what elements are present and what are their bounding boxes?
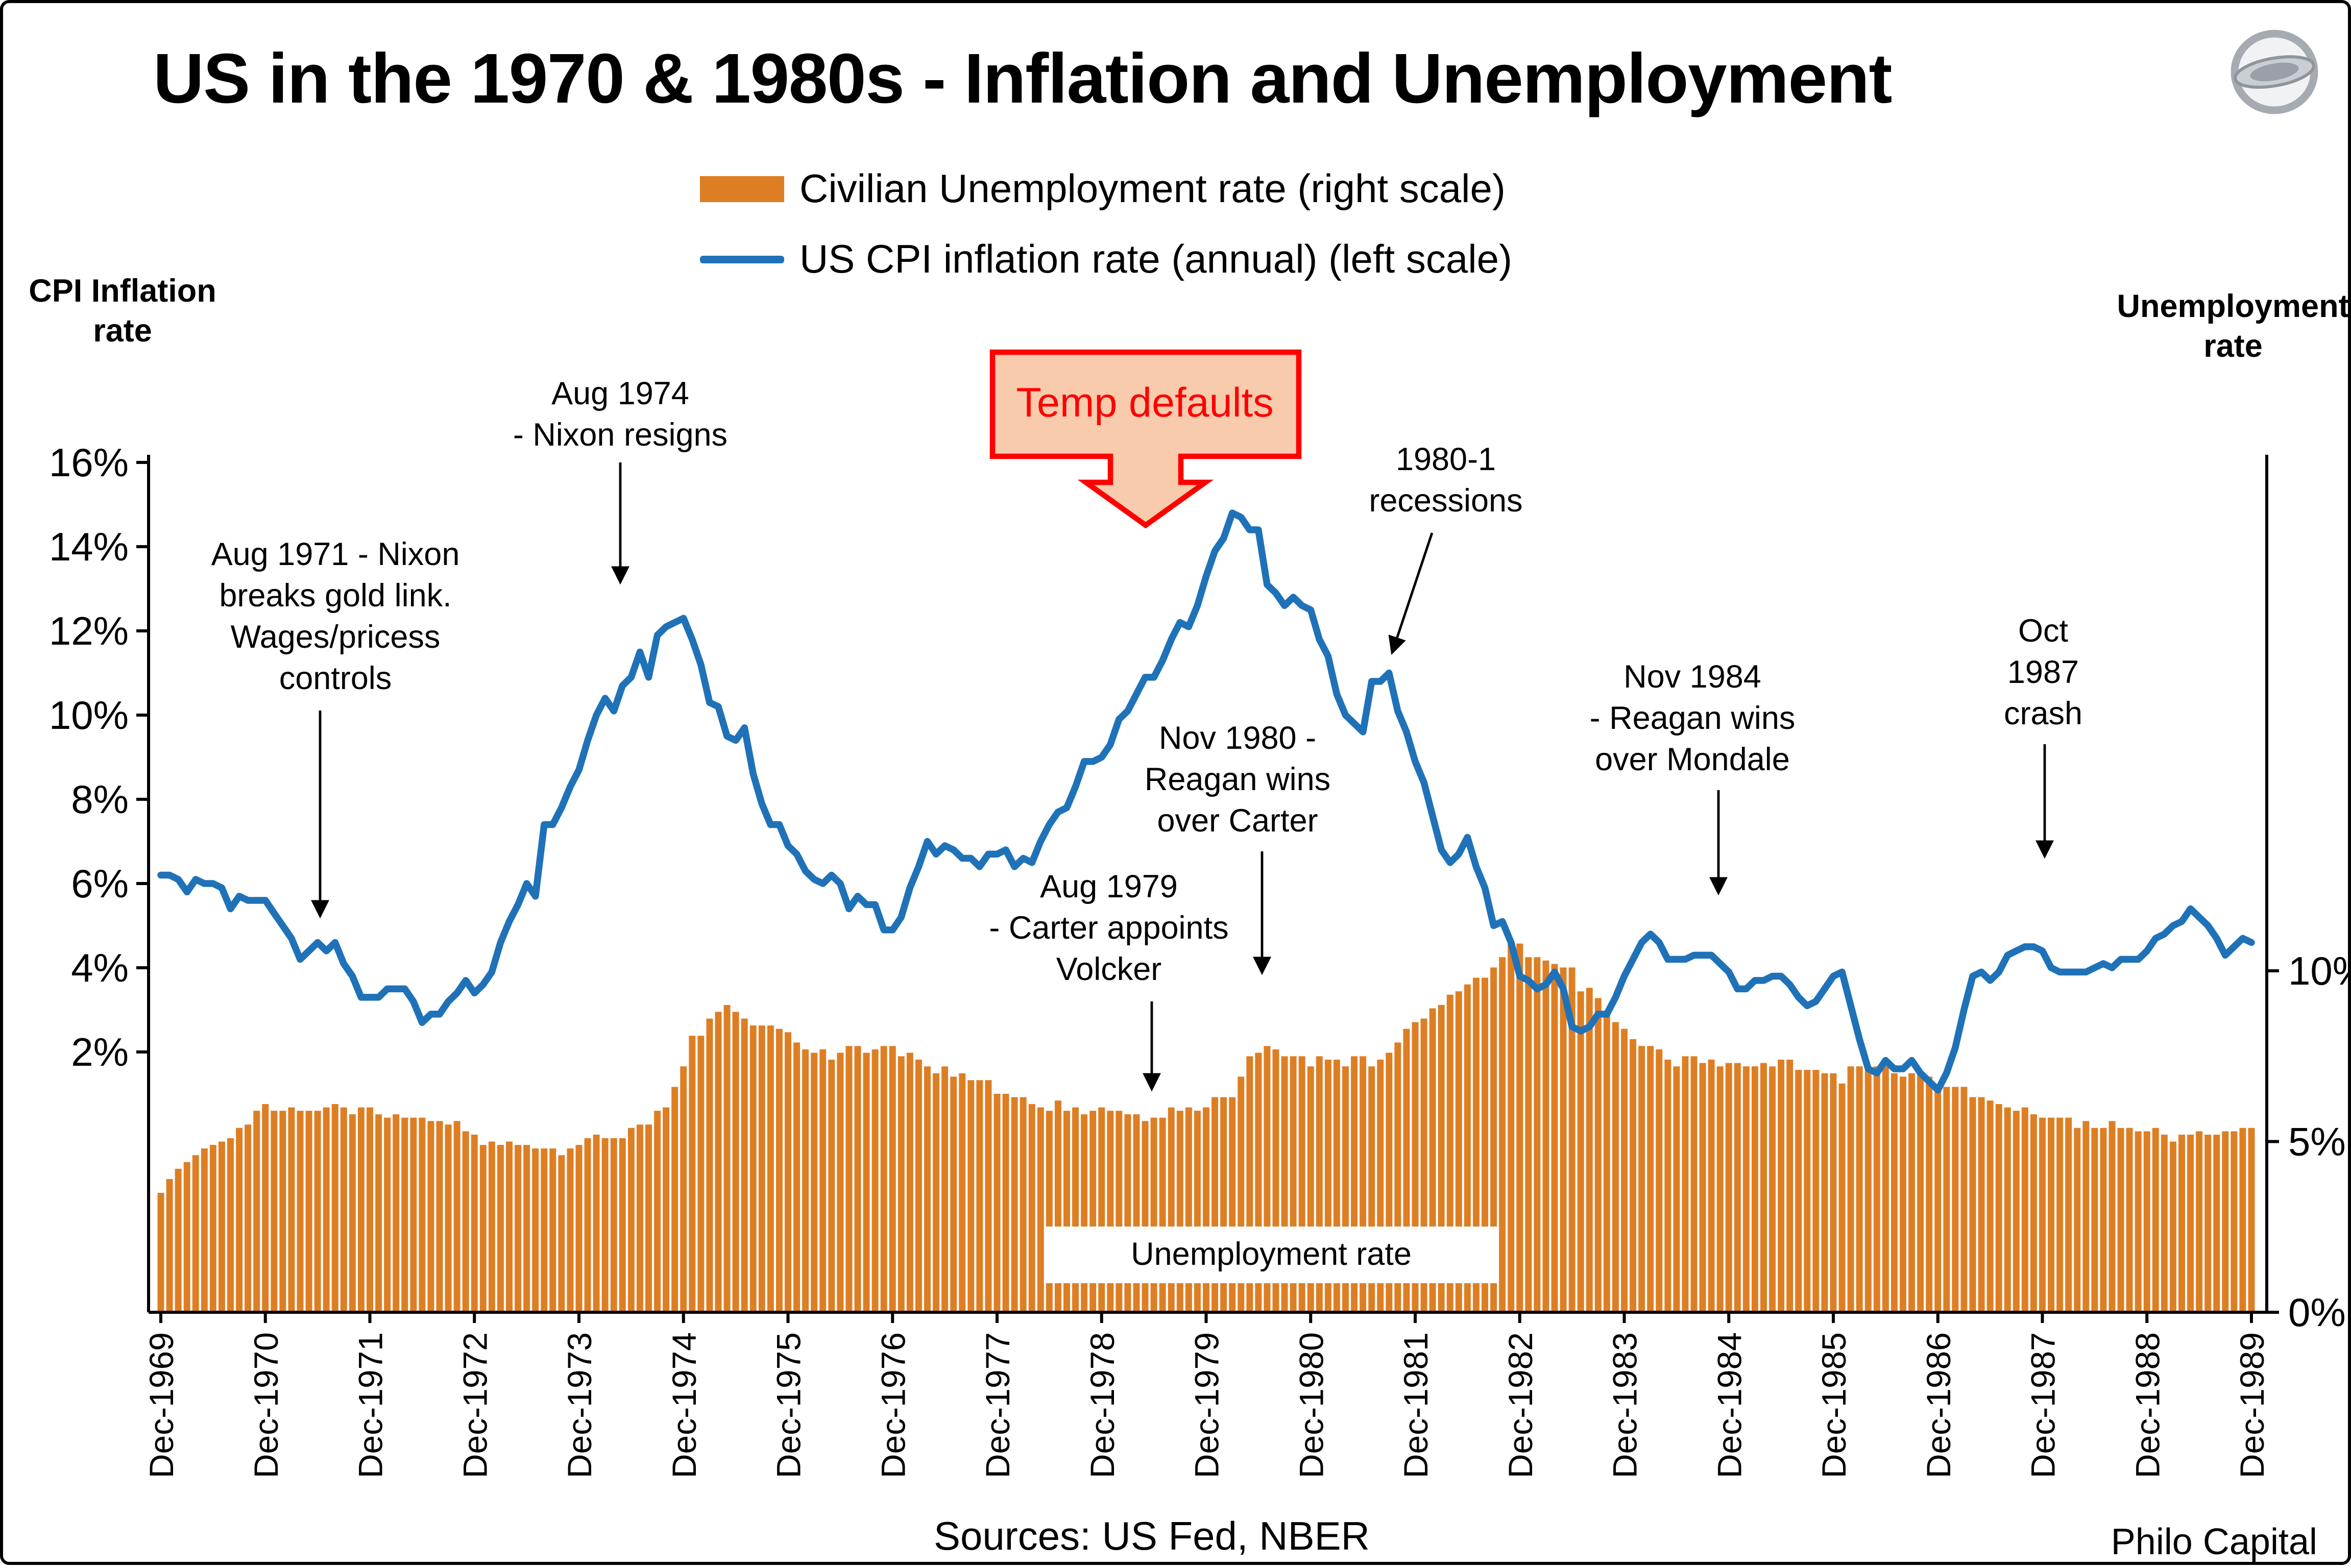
svg-text:12%: 12% [49, 608, 129, 653]
svg-text:Dec-1980: Dec-1980 [1292, 1332, 1330, 1478]
svg-text:4%: 4% [71, 945, 129, 990]
annotation-oct-1987-crash: Oct 1987 crash [2003, 614, 2083, 732]
svg-text:Dec-1988: Dec-1988 [2128, 1332, 2166, 1478]
sources-note: Sources: US Fed, NBER [934, 1513, 1370, 1559]
annotation-nixon-resigns: Aug 1974 - Nixon resigns [513, 377, 728, 453]
chart-plot: 16%14%12%10%8%6%4%2%10%5%0%Dec-1969Dec-1… [49, 349, 2351, 1478]
svg-text:Dec-1971: Dec-1971 [352, 1332, 390, 1478]
svg-text:Dec-1982: Dec-1982 [1501, 1332, 1539, 1478]
svg-text:5%: 5% [2288, 1119, 2346, 1164]
temp-defaults-callout-text: Temp defaults [1016, 380, 1274, 426]
temp-defaults-callout-shape [989, 349, 1302, 529]
legend-bar-swatch [700, 176, 784, 202]
svg-text:Dec-1977: Dec-1977 [979, 1332, 1016, 1478]
left-axis-ticks: 16% 14% 12% 10% 8% 6% 4% 2% [49, 440, 149, 1074]
unemployment-rate-label-box: Unemployment rate [1045, 1227, 1498, 1283]
svg-text:Dec-1975: Dec-1975 [770, 1332, 808, 1478]
cpi-inflation-line [157, 509, 2255, 1094]
svg-text:Dec-1985: Dec-1985 [1815, 1332, 1853, 1478]
svg-text:Dec-1987: Dec-1987 [2024, 1332, 2062, 1478]
svg-text:6%: 6% [71, 861, 129, 906]
annotation-1980-recessions: 1980-1 recessions [1369, 443, 1523, 519]
svg-text:Dec-1989: Dec-1989 [2233, 1332, 2271, 1478]
svg-text:Dec-1986: Dec-1986 [1920, 1332, 1957, 1478]
svg-text:10%: 10% [2288, 948, 2351, 993]
svg-text:Dec-1976: Dec-1976 [874, 1332, 912, 1478]
svg-text:2%: 2% [71, 1030, 129, 1074]
svg-text:Dec-1973: Dec-1973 [561, 1332, 598, 1478]
svg-text:Dec-1970: Dec-1970 [247, 1332, 285, 1478]
legend: Civilian Unemployment rate (right scale)… [700, 165, 1512, 283]
svg-text:Dec-1972: Dec-1972 [456, 1332, 494, 1478]
legend-item-inflation: US CPI inflation rate (annual) (left sca… [700, 236, 1512, 283]
page-title: US in the 1970 & 1980s - Inflation and U… [153, 38, 1893, 118]
svg-text:Dec-1984: Dec-1984 [1710, 1332, 1748, 1478]
annotation-reagan-carter: Nov 1980 - Reagan wins over Carter [1144, 721, 1331, 839]
svg-text:Dec-1974: Dec-1974 [665, 1332, 703, 1478]
svg-text:Dec-1969: Dec-1969 [142, 1332, 180, 1478]
annotation-arrows [311, 462, 2054, 1092]
right-axis-ticks: 10% 5% 0% [2267, 948, 2351, 1335]
credit-philo-capital: Philo Capital [2111, 1522, 2317, 1563]
svg-text:0%: 0% [2288, 1290, 2346, 1335]
right-axis-title: Unemployment rate [2117, 289, 2349, 365]
svg-text:8%: 8% [71, 777, 129, 822]
legend-label-inflation: US CPI inflation rate (annual) (left sca… [799, 236, 1512, 282]
x-axis-ticks: Dec-1969 Dec-1970 Dec-1971 Dec-1972 Dec-1973… [142, 1312, 2271, 1478]
legend-line-swatch [700, 256, 784, 263]
left-axis-title: CPI Inflation rate [29, 274, 216, 350]
svg-text:Dec-1978: Dec-1978 [1083, 1332, 1121, 1478]
svg-text:16%: 16% [49, 440, 129, 485]
annotation-reagan-mondale: Nov 1984 - Reagan wins over Mondale [1589, 660, 1796, 778]
svg-text:Dec-1981: Dec-1981 [1397, 1332, 1435, 1478]
svg-text:10%: 10% [49, 693, 129, 738]
svg-text:14%: 14% [49, 524, 129, 569]
annotation-volcker: Aug 1979 - Carter appoints Volcker [989, 870, 1229, 988]
svg-text:Dec-1979: Dec-1979 [1188, 1332, 1226, 1478]
legend-label-unemployment: Civilian Unemployment rate (right scale) [799, 165, 1506, 211]
legend-item-unemployment: Civilian Unemployment rate (right scale) [700, 165, 1512, 213]
svg-text:Dec-1983: Dec-1983 [1606, 1332, 1644, 1478]
philo-globe-logo-icon [2231, 30, 2318, 114]
unemployment-bars [157, 943, 2255, 1313]
annotation-nixon-gold: Aug 1971 - Nixon breaks gold link. Wages… [211, 537, 460, 696]
